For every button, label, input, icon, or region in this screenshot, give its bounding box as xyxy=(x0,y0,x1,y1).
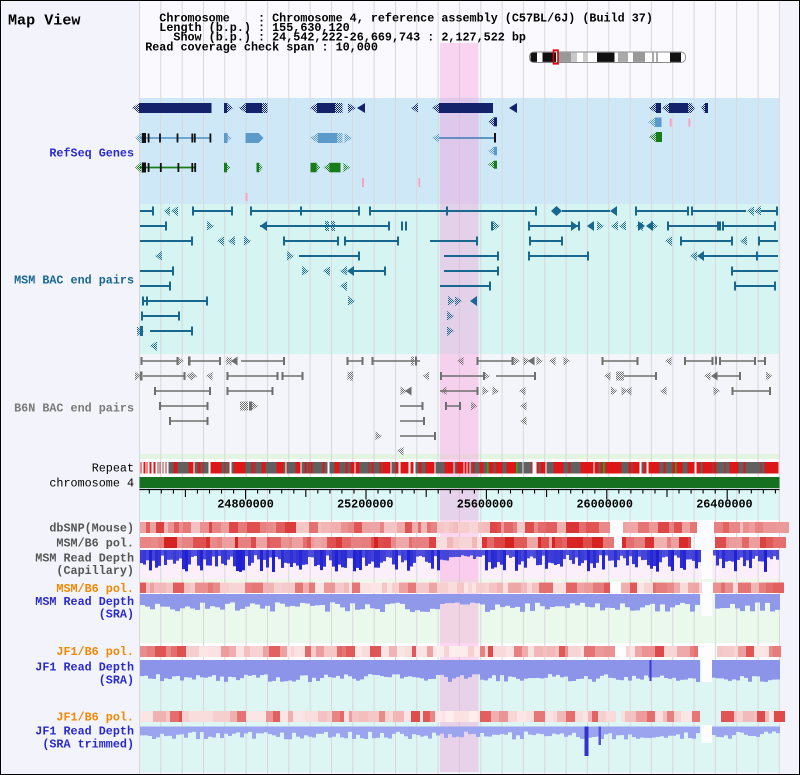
svg-text:dbSNP(Mouse): dbSNP(Mouse) xyxy=(49,522,134,536)
svg-text:B6N BAC end pairs: B6N BAC end pairs xyxy=(14,402,134,416)
svg-text:24800000: 24800000 xyxy=(217,498,273,512)
svg-text:Map View: Map View xyxy=(8,12,80,30)
svg-text:26000000: 26000000 xyxy=(576,498,632,512)
svg-text:MSM BAC end pairs: MSM BAC end pairs xyxy=(14,274,134,288)
svg-text:Chromosome : Chromosome 4,: Chromosome : Chromosome 4, reference ass… xyxy=(145,12,653,26)
svg-text:JF1/B6 pol.: JF1/B6 pol. xyxy=(56,711,134,725)
svg-text:Repeat: Repeat xyxy=(92,462,134,476)
svg-text:MSM Read Depth: MSM Read Depth xyxy=(35,595,134,609)
svg-text:chromosome 4: chromosome 4 xyxy=(49,477,134,491)
svg-text:25200000: 25200000 xyxy=(337,498,393,512)
svg-text:(SRA): (SRA) xyxy=(99,608,134,622)
svg-text:(Capillary): (Capillary) xyxy=(56,564,134,578)
svg-text:MSM/B6 pol.: MSM/B6 pol. xyxy=(56,537,134,551)
svg-text:26400000: 26400000 xyxy=(696,498,752,512)
svg-text:MSM/B6 pol.: MSM/B6 pol. xyxy=(56,582,134,596)
svg-text:JF1 Read Depth: JF1 Read Depth xyxy=(35,661,134,675)
svg-text:(SRA): (SRA) xyxy=(99,674,134,688)
svg-text:JF1/B6 pol.: JF1/B6 pol. xyxy=(56,645,134,659)
svg-text:Length (b.p.) : 155,630,120: Length (b.p.) : 155,630,120 xyxy=(145,21,349,35)
svg-text:Show (b.p.) : 24,542,222-26,66: Show (b.p.) : 24,542,222-26,669,743 : 2,… xyxy=(145,31,526,45)
svg-text:Read coverage check span : 10,: Read coverage check span : 10,000 xyxy=(145,40,378,54)
svg-text:JF1 Read Depth: JF1 Read Depth xyxy=(35,725,134,739)
svg-text:25600000: 25600000 xyxy=(457,498,513,512)
svg-text:(SRA trimmed): (SRA trimmed) xyxy=(42,738,134,752)
svg-text:RefSeq Genes: RefSeq Genes xyxy=(49,147,134,161)
svg-text:MSM Read Depth: MSM Read Depth xyxy=(35,552,134,566)
